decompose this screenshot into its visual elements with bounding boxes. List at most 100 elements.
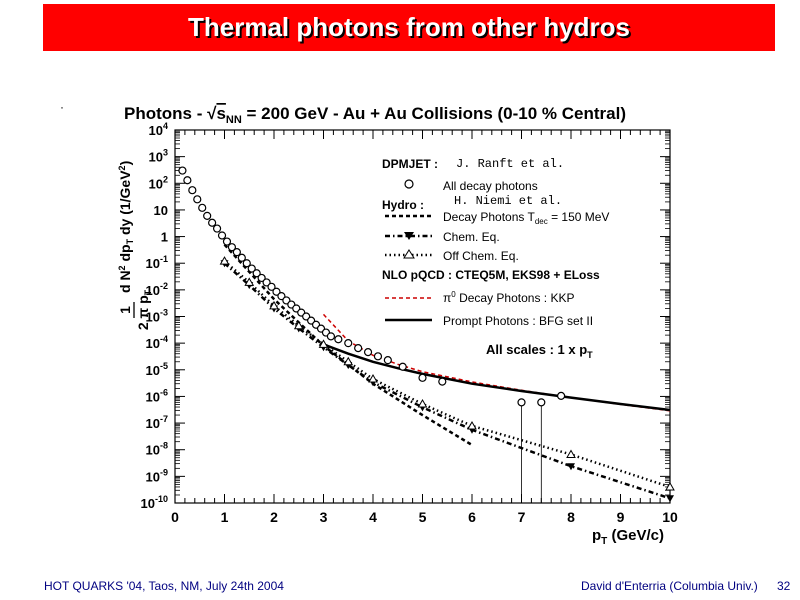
- marker-all-decay: [222, 237, 232, 246]
- marker-chem-eq: [567, 463, 575, 471]
- legend-marker-filled-triangle: [404, 232, 414, 240]
- legend-off-chem-eq: Off Chem. Eq.: [443, 249, 519, 263]
- marker-all-decay: [183, 176, 192, 185]
- marker-all-decay: [178, 166, 187, 175]
- marker-all-decay: [438, 377, 447, 386]
- marker-all-decay: [272, 287, 281, 296]
- legend-chem-eq: Chem. Eq.: [443, 230, 500, 244]
- marker-all-decay: [257, 273, 266, 283]
- legend-prompt: Prompt Photons : BFG set II: [443, 314, 593, 328]
- legend-dpmjet-author: J. Ranft et al.: [456, 157, 564, 171]
- legend-dpmjet-header: DPMJET :: [382, 157, 438, 171]
- data-markers: [178, 166, 675, 503]
- tick-labels: 0 1 2 3 4 5 6 7 8 9 1010410310210110-110-210-310-4…: [141, 121, 678, 525]
- x-tick-label: 4: [369, 509, 377, 525]
- slide-title: Thermal photons from other hydros: [187, 12, 631, 42]
- marker-off-chem-eq: [219, 256, 230, 265]
- marker-all-decay: [556, 391, 566, 400]
- marker-off-chem-eq: [665, 481, 675, 491]
- marker-off-chem-eq: [293, 320, 304, 330]
- legend-pi0: π0 Decay Photons : KKP: [443, 290, 574, 305]
- y-tick-label: 104: [149, 121, 168, 138]
- marker-all-decay: [252, 269, 261, 278]
- y-tick-label: 10-8: [146, 441, 168, 458]
- x-tick-label: 1: [221, 509, 229, 525]
- legend-hydro-author: H. Niemi et al.: [454, 194, 562, 208]
- x-tick-label: 6: [468, 509, 476, 525]
- y-tick-label: 103: [149, 148, 168, 165]
- marker-off-chem-eq: [566, 449, 576, 459]
- y-tick-label: 10-2: [146, 281, 168, 298]
- marker-all-decay: [237, 253, 246, 262]
- y-tick-label: 10: [154, 203, 168, 218]
- marker-all-decay: [383, 356, 392, 365]
- stray-dot: ·: [60, 100, 64, 114]
- marker-all-decay: [193, 195, 202, 204]
- y-tick-label: 10-10: [141, 494, 168, 511]
- sqrt-sign: √: [207, 104, 217, 123]
- y-axis-label: 1 2 π pT d N2 dpT dy (1/GeV2): [117, 161, 153, 330]
- curve-solid: [323, 343, 671, 412]
- y-tick-label: 10-3: [146, 308, 168, 325]
- y-tick-label: 10-6: [146, 387, 168, 404]
- chart-title: Photons - √sNN = 200 GeV - Au + Au Colli…: [124, 104, 626, 126]
- marker-all-decay: [217, 231, 227, 240]
- marker-all-decay: [267, 282, 276, 291]
- marker-off-chem-eq: [417, 398, 428, 408]
- marker-all-decay: [517, 398, 526, 407]
- y-label-denominator: 2 π pT: [135, 289, 153, 330]
- axes: [174, 129, 671, 504]
- marker-all-decay: [262, 278, 271, 287]
- x-tick-label: 7: [518, 509, 526, 525]
- marker-off-chem-eq: [244, 277, 255, 286]
- y-tick-label: 10-5: [146, 361, 168, 378]
- x-tick-label: 9: [617, 509, 625, 525]
- y-tick-label: 102: [149, 174, 168, 191]
- marker-off-chem-eq: [343, 356, 354, 366]
- marker-chem-eq: [666, 495, 674, 503]
- y-tick-label: 10-9: [146, 467, 168, 484]
- marker-off-chem-eq: [368, 374, 378, 383]
- marker-all-decay: [227, 243, 237, 252]
- y-tick-label: 1: [161, 230, 168, 245]
- marker-all-decay: [247, 264, 256, 273]
- legend-all-decay: All decay photons: [443, 179, 538, 193]
- legend-decay-photons: Decay Photons Tdec = 150 MeV: [443, 210, 609, 226]
- marker-all-decay: [188, 186, 197, 195]
- legend-hydro-header: Hydro :: [382, 198, 424, 212]
- x-axis-label: pT (GeV/c): [592, 527, 664, 547]
- y-tick-label: 10-7: [146, 414, 168, 431]
- footer-author: David d'Enterria (Columbia Univ.): [581, 579, 758, 593]
- marker-all-decay: [212, 224, 222, 233]
- marker-all-decay: [354, 344, 363, 353]
- x-tick-label: 8: [567, 509, 575, 525]
- page-number: 32: [777, 579, 791, 593]
- x-tick-label: 3: [320, 509, 328, 525]
- y-label-one: 1: [117, 306, 133, 314]
- marker-all-decay: [242, 259, 251, 268]
- marker-all-decay: [344, 339, 353, 348]
- y-tick-label: 10-1: [146, 254, 168, 271]
- marker-off-chem-eq: [467, 420, 477, 430]
- legend: DPMJET : J. Ranft et al. All decay photo…: [382, 157, 609, 360]
- x-tick-label: 10: [662, 509, 678, 525]
- x-tick-label: 0: [171, 509, 179, 525]
- marker-all-decay: [537, 398, 546, 407]
- marker-all-decay: [232, 248, 241, 257]
- legend-nlo-header: NLO pQCD : CTEQ5M, EKS98 + ELoss: [382, 268, 600, 282]
- x-tick-label: 2: [270, 509, 278, 525]
- marker-all-decay: [198, 203, 207, 212]
- marker-all-decay: [326, 332, 336, 341]
- legend-marker-open-triangle: [403, 249, 415, 259]
- marker-all-decay: [208, 218, 217, 227]
- marker-all-decay: [203, 211, 212, 220]
- y-tick-label: 10-4: [146, 334, 168, 351]
- x-tick-label: 5: [419, 509, 427, 525]
- marker-off-chem-eq: [269, 300, 279, 310]
- curve-open-triangle-up: [223, 260, 671, 489]
- marker-all-decay: [363, 348, 373, 357]
- model-curves: [223, 243, 671, 503]
- footer-conference: HOT QUARKS '04, Taos, NM, July 24th 2004: [44, 579, 284, 593]
- y-label-numerator: d N2 dpT dy (1/GeV2): [117, 161, 135, 293]
